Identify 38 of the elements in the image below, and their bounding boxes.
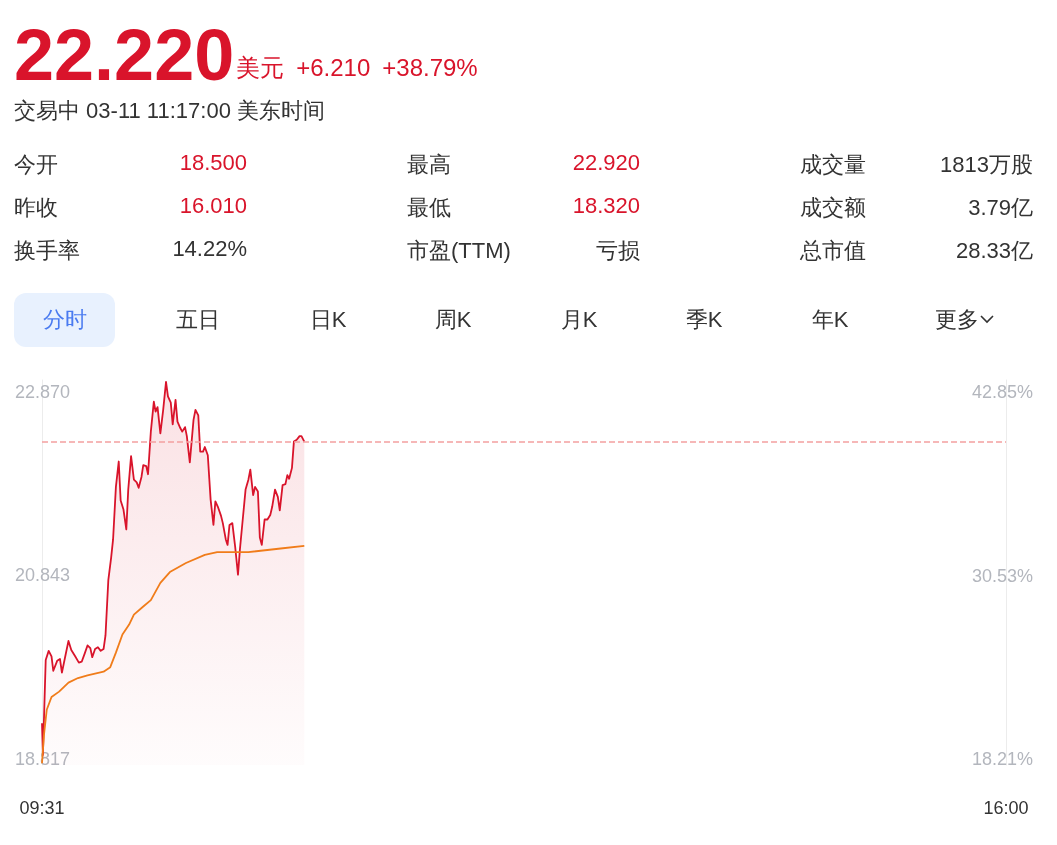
text: 28.33亿 <box>955 237 1033 265</box>
text: 月K <box>560 306 598 334</box>
y-tick-label: 20.843 <box>15 565 71 586</box>
text: +6.210 <box>296 54 371 82</box>
text: 22.220 <box>14 14 235 96</box>
y2-tick-label: 30.53% <box>971 565 1033 586</box>
text: 18.320 <box>572 193 640 219</box>
x-tick-label: 16:00 <box>983 798 1029 818</box>
text: 22.920 <box>572 150 640 176</box>
text: 周K <box>434 306 472 334</box>
text: 市盈(TTM) <box>407 237 511 265</box>
text: +38.79% <box>382 54 478 82</box>
text: 交易中 03-11 11:17:00 美东时间 <box>14 97 325 125</box>
text: 换手率 <box>14 237 80 265</box>
text: 成交量 <box>800 151 866 179</box>
text: 日K <box>309 306 347 334</box>
text: 五日 <box>176 306 220 334</box>
text: 更多 <box>935 306 979 334</box>
text: 1813万股 <box>940 151 1033 179</box>
text: 年K <box>811 306 849 334</box>
text: 最高 <box>407 151 451 179</box>
text: 亏损 <box>596 237 640 265</box>
text: 最低 <box>407 194 451 222</box>
text: 今开 <box>14 151 58 179</box>
text: 分时 <box>43 306 87 334</box>
text: 总市值 <box>800 237 866 265</box>
y-tick-label: 22.870 <box>15 381 71 402</box>
text: 成交额 <box>800 194 866 222</box>
text: 18.500 <box>179 150 247 176</box>
y2-tick-label: 42.85% <box>971 382 1033 403</box>
text: 季K <box>685 306 723 334</box>
text: 14.22% <box>172 236 247 262</box>
text: 美元 <box>236 53 285 83</box>
text: 3.79亿 <box>968 194 1033 222</box>
x-tick-label: 09:31 <box>19 798 65 818</box>
text: 昨收 <box>14 194 58 222</box>
text: 16.010 <box>179 193 247 219</box>
y2-tick-label: 18.21% <box>971 749 1033 770</box>
